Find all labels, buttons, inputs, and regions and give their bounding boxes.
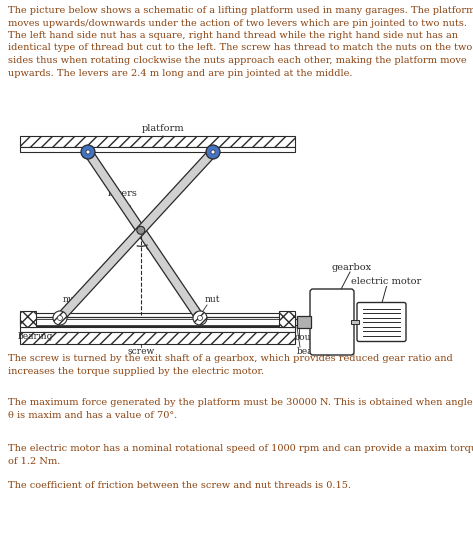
Text: nut: nut (63, 295, 79, 304)
Bar (20, 311, 36, 327)
Circle shape (81, 145, 95, 159)
Polygon shape (84, 149, 204, 321)
Bar (20, 317, 295, 326)
Circle shape (53, 311, 67, 325)
Bar (297, 316, 311, 328)
Circle shape (211, 150, 215, 154)
Bar (20, 319, 295, 325)
Text: The screw is turned by the exit shaft of a gearbox, which provides reduced gear : The screw is turned by the exit shaft of… (8, 354, 453, 375)
Text: electric motor: electric motor (351, 278, 421, 287)
Text: platform: platform (142, 124, 184, 133)
Text: The picture below shows a schematic of a lifting platform used in many garages. : The picture below shows a schematic of a… (8, 6, 473, 78)
Bar (20, 332, 295, 344)
Bar (20, 313, 295, 317)
Bar (20, 136, 295, 147)
Bar (20, 327, 295, 332)
Bar (20, 147, 295, 152)
Circle shape (86, 150, 90, 154)
Circle shape (58, 316, 62, 321)
FancyBboxPatch shape (357, 302, 406, 342)
Text: coupling: coupling (294, 333, 333, 342)
Text: gearbox: gearbox (332, 263, 372, 272)
Text: screw: screw (127, 347, 155, 356)
Circle shape (198, 316, 202, 321)
Circle shape (206, 145, 220, 159)
Circle shape (137, 226, 145, 234)
Text: levers: levers (108, 190, 138, 198)
Circle shape (193, 311, 207, 325)
Bar (351, 320, 359, 324)
Text: θ: θ (146, 242, 153, 252)
FancyBboxPatch shape (310, 289, 354, 355)
Text: The electric motor has a nominal rotational speed of 1000 rpm and can provide a : The electric motor has a nominal rotatio… (8, 444, 473, 466)
Bar (279, 311, 295, 327)
Text: The maximum force generated by the platform must be 30000 N. This is obtained wh: The maximum force generated by the platf… (8, 398, 473, 419)
Text: nut: nut (205, 295, 220, 304)
Text: bearing: bearing (297, 347, 333, 356)
Polygon shape (57, 149, 216, 321)
Text: bearing: bearing (18, 332, 53, 341)
Text: The coefficient of friction between the screw and nut threads is 0.15.: The coefficient of friction between the … (8, 481, 351, 490)
